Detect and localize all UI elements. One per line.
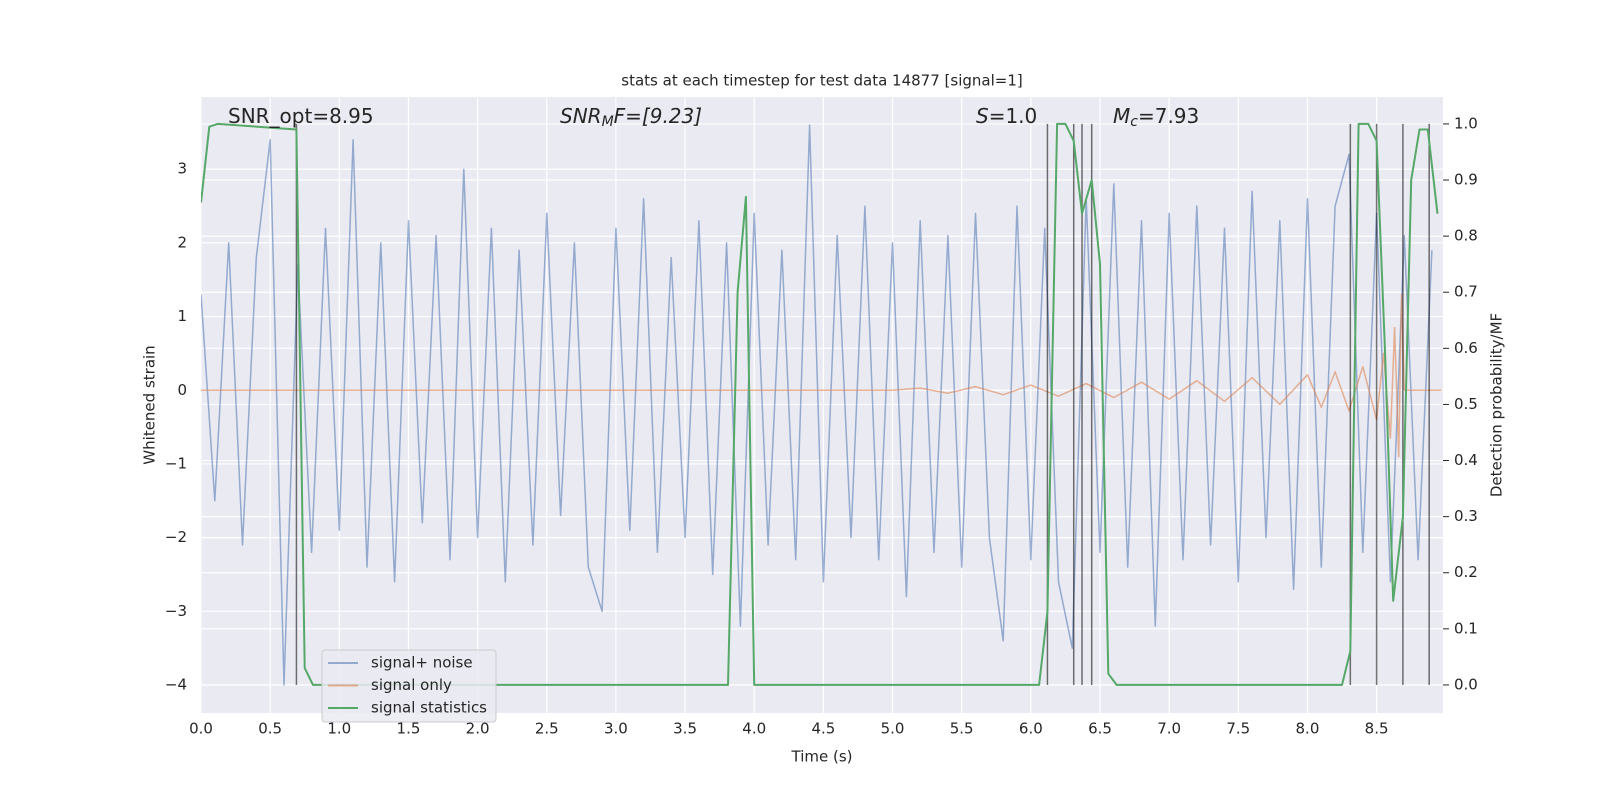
x-tick-label: 5.0 bbox=[881, 720, 905, 738]
annotation: Mc=7.93 bbox=[1113, 104, 1199, 131]
x-tick-label: 4.5 bbox=[811, 720, 835, 738]
annotation-text: F=[9.23] bbox=[614, 104, 702, 128]
y-tick-label: 0 bbox=[177, 381, 187, 399]
y2-tick-label: 0.5 bbox=[1454, 395, 1478, 413]
x-tick-label: 4.0 bbox=[742, 720, 766, 738]
x-tick-label: 3.5 bbox=[673, 720, 697, 738]
annotation: SNR_opt=8.95 bbox=[228, 104, 374, 128]
y2-tick-label: 0.0 bbox=[1454, 675, 1478, 693]
x-tick-label: 7.0 bbox=[1157, 720, 1181, 738]
x-tick-label: 6.0 bbox=[1019, 720, 1043, 738]
x-tick-label: 6.5 bbox=[1088, 720, 1112, 738]
annotation: S=1.0 bbox=[976, 104, 1037, 128]
legend: signal+ noise signal only signal statistic… bbox=[321, 649, 497, 723]
x-tick-label: 5.5 bbox=[950, 720, 974, 738]
legend-label: signal+ noise bbox=[371, 654, 473, 672]
y-axis-label: Whitened strain bbox=[141, 345, 159, 464]
grid bbox=[200, 97, 1443, 713]
x-axis-label: Time (s) bbox=[791, 748, 853, 766]
y2-tick-label: 0.3 bbox=[1454, 507, 1478, 525]
y-tick-label: 3 bbox=[177, 160, 187, 178]
y2-tick-label: 0.2 bbox=[1454, 563, 1478, 581]
y2-axis-label: Detection probability/MF bbox=[1488, 313, 1506, 497]
annotation-text: SNR_opt=8.95 bbox=[228, 104, 374, 128]
annotation: SNRMF=[9.23] bbox=[560, 104, 702, 131]
y-tick-label: 1 bbox=[177, 307, 187, 325]
legend-box bbox=[321, 649, 497, 723]
y-tick-label: 2 bbox=[177, 233, 187, 251]
y2-tick-label: 0.1 bbox=[1454, 619, 1478, 637]
y-tick-label: −3 bbox=[165, 602, 187, 620]
y2-tick-label: 0.6 bbox=[1454, 339, 1478, 357]
x-tick-label: 0.5 bbox=[258, 720, 282, 738]
y-tick-label: −2 bbox=[165, 528, 187, 546]
y-tick-label: −1 bbox=[165, 454, 187, 472]
annotation-subscript: M bbox=[602, 114, 614, 130]
y2-tick-label: 0.4 bbox=[1454, 451, 1478, 469]
x-tick-label: 1.5 bbox=[397, 720, 421, 738]
legend-label: signal statistics bbox=[371, 699, 487, 717]
x-tick-label: 8.5 bbox=[1365, 720, 1389, 738]
x-tick-label: 0.0 bbox=[189, 720, 213, 738]
x-tick-label: 1.0 bbox=[327, 720, 351, 738]
y2-tick-label: 0.7 bbox=[1454, 283, 1478, 301]
annotation-subscript: c bbox=[1130, 114, 1138, 130]
chart-title: stats at each timestep for test data 148… bbox=[621, 72, 1022, 90]
x-tick-label: 8.0 bbox=[1296, 720, 1320, 738]
legend-label: signal only bbox=[371, 676, 452, 694]
y2-tick-label: 0.9 bbox=[1454, 171, 1478, 189]
annotation-text: SNR bbox=[560, 104, 602, 128]
annotation-text: M bbox=[1113, 104, 1130, 128]
y2-tick-label: 0.8 bbox=[1454, 227, 1478, 245]
annotation-text: S bbox=[976, 104, 989, 128]
annotation-text: =1.0 bbox=[989, 104, 1038, 128]
plot-area bbox=[201, 122, 1442, 686]
series-line bbox=[201, 293, 1442, 458]
y-tick-label: −4 bbox=[165, 676, 187, 694]
y2-tick-label: 1.0 bbox=[1454, 114, 1478, 132]
x-tick-label: 2.5 bbox=[535, 720, 559, 738]
x-tick-label: 2.0 bbox=[466, 720, 490, 738]
series-line bbox=[201, 124, 1433, 686]
axes: 0.0 0.5 1.0 1.5 2.0 2.5 3.0 3.5 4.0 4.5 5.0 5.5 6.0 6… bbox=[165, 114, 1478, 737]
annotation-text: =7.93 bbox=[1138, 104, 1199, 128]
x-tick-label: 7.5 bbox=[1226, 720, 1250, 738]
x-tick-label: 3.0 bbox=[604, 720, 628, 738]
